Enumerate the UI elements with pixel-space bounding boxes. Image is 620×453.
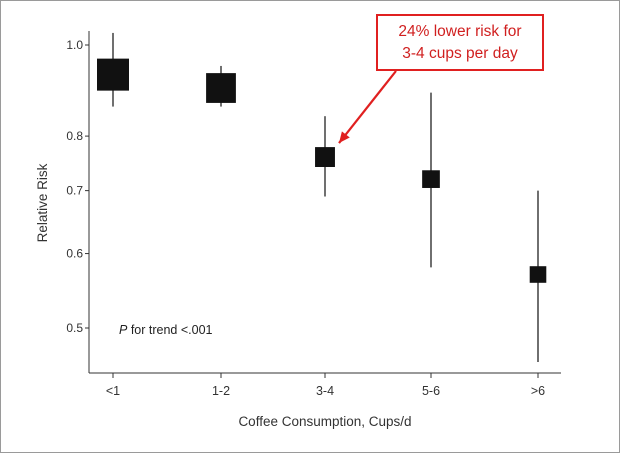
callout-arrow-head (339, 131, 350, 144)
p-trend-annotation: P for trend <.001 (119, 323, 213, 337)
callout-box: 24% lower risk for 3-4 cups per day (376, 14, 544, 71)
x-tick-label-0: <1 (106, 384, 120, 398)
rr-marker-1 (206, 73, 236, 103)
rr-marker-4 (529, 266, 547, 283)
y-axis-title: Relative Risk (35, 163, 50, 242)
p-trend-italic: P (119, 323, 128, 337)
p-trend-rest: for trend <.001 (127, 323, 212, 337)
plot-area: 1.0 0.8 0.7 0.6 0.5 <1 1-2 3-4 5-6 >6 Coffee Consu… (35, 31, 561, 429)
y-tick-label-4: 0.5 (66, 321, 83, 335)
x-tick-label-3: 5-6 (422, 384, 440, 398)
y-tick-label-1: 0.8 (66, 129, 83, 143)
callout-line-1: 24% lower risk for (398, 23, 522, 40)
rr-marker-3 (422, 170, 440, 188)
y-tick-label-3: 0.6 (66, 247, 83, 261)
x-tick-label-2: 3-4 (316, 384, 334, 398)
x-axis-title: Coffee Consumption, Cups/d (238, 414, 411, 429)
rr-marker-2 (315, 147, 335, 167)
y-tick-label-0: 1.0 (66, 38, 83, 52)
y-tick-label-2: 0.7 (66, 184, 83, 198)
rr-marker-0 (97, 58, 129, 91)
callout-line-2: 3-4 cups per day (402, 45, 518, 62)
x-tick-label-4: >6 (531, 384, 545, 398)
x-tick-label-1: 1-2 (212, 384, 230, 398)
callout-arrow-line (338, 70, 397, 144)
